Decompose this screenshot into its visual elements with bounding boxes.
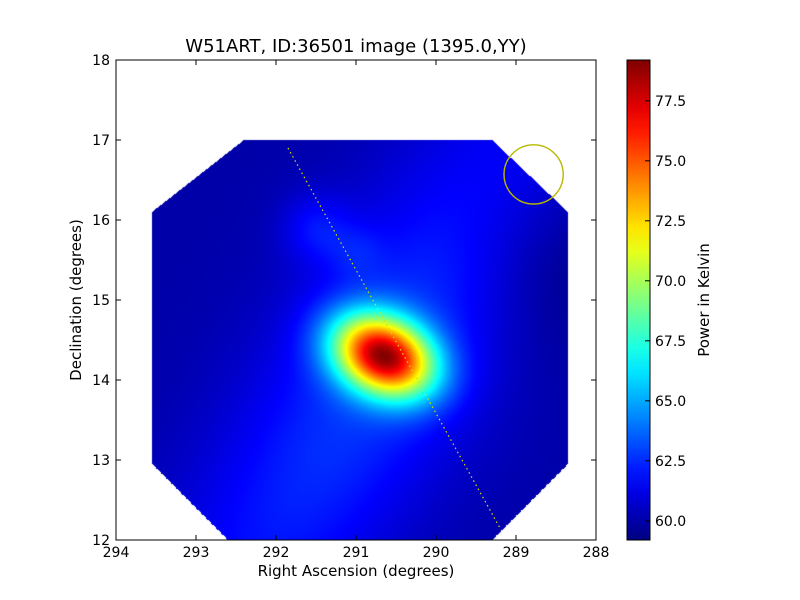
x-tick-label: 294 xyxy=(103,545,130,561)
colorbar-frame xyxy=(626,59,651,541)
y-tick-label: 16 xyxy=(92,213,110,229)
x-tick-label: 289 xyxy=(503,545,530,561)
y-tick-label: 15 xyxy=(92,293,110,309)
colorbar-tick-label: 77.5 xyxy=(655,94,686,110)
x-tick-label: 293 xyxy=(183,545,210,561)
colorbar-tick-label: 72.5 xyxy=(655,214,686,230)
colorbar-label: Power in Kelvin xyxy=(695,243,713,357)
colorbar-tick-label: 67.5 xyxy=(655,334,686,350)
y-tick-label: 18 xyxy=(92,53,110,69)
colorbar-tick-label: 75.0 xyxy=(655,154,686,170)
colorbar-tick-label: 60.0 xyxy=(655,514,686,530)
x-axis-ticks: 294 293 292 291 290 289 288 xyxy=(103,60,610,561)
beam-circle xyxy=(503,144,564,205)
colorbar-tick-label: 65.0 xyxy=(655,394,686,410)
y-axis-label: Declination (degrees) xyxy=(67,219,85,381)
x-tick-label: 292 xyxy=(263,545,290,561)
colorbar-fill xyxy=(627,60,650,540)
y-tick-label: 14 xyxy=(92,373,110,389)
chart-title: W51ART, ID:36501 image (1395.0,YY) xyxy=(185,36,526,57)
colorbar-tick-label: 62.5 xyxy=(655,454,686,470)
y-tick-label: 12 xyxy=(92,533,110,549)
x-axis-label: Right Ascension (degrees) xyxy=(258,562,455,580)
colorbar-ticks: 60.0 62.5 65.0 67.5 70.0 72.5 75.0 77.5 xyxy=(645,94,686,530)
colorbar: 60.0 62.5 65.0 67.5 70.0 72.5 75.0 77.5 Power i… xyxy=(626,59,713,541)
x-tick-label: 288 xyxy=(583,545,610,561)
colorbar-tick-label: 70.0 xyxy=(655,274,686,290)
x-tick-label: 291 xyxy=(343,545,370,561)
x-tick-label: 290 xyxy=(423,545,450,561)
galactic-plane-line xyxy=(287,147,501,529)
plot-area: 294 293 292 291 290 289 288 12 13 14 15 16 17 18 xyxy=(92,53,609,561)
y-tick-label: 17 xyxy=(92,133,110,149)
y-tick-label: 13 xyxy=(92,453,110,469)
y-axis-ticks: 12 13 14 15 16 17 18 xyxy=(92,53,596,549)
heatmap-image xyxy=(116,60,596,540)
